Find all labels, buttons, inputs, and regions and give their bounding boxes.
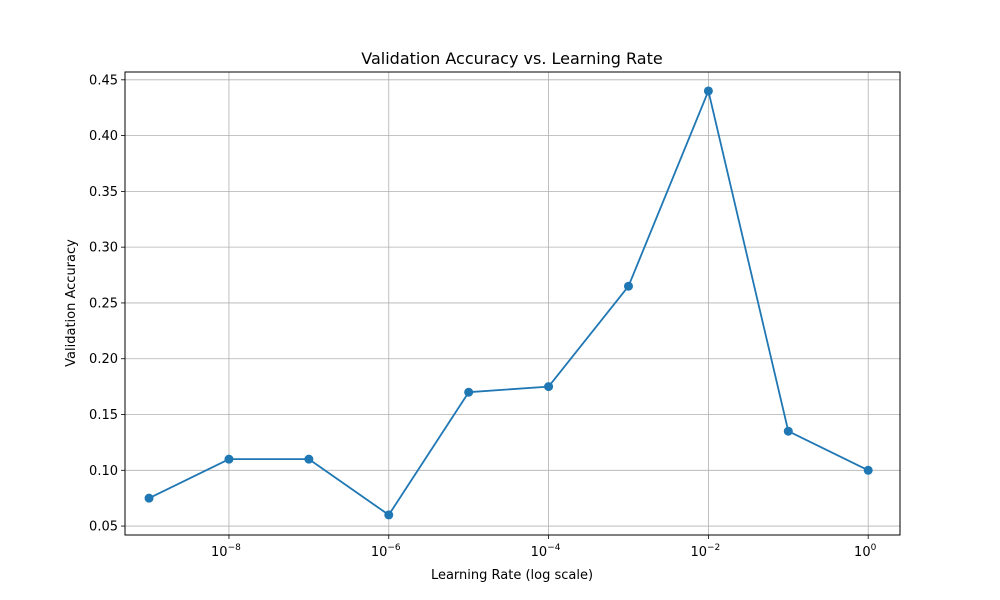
- y-axis-label: Validation Accuracy: [64, 239, 79, 367]
- y-tick-label: 0.40: [89, 129, 118, 144]
- data-point: [863, 465, 873, 475]
- data-point: [464, 387, 474, 397]
- data-point: [144, 493, 154, 503]
- chart-title: Validation Accuracy vs. Learning Rate: [361, 49, 662, 68]
- y-tick-label: 0.05: [89, 520, 118, 535]
- grid: [125, 72, 900, 535]
- x-tick-label: 10−8: [211, 543, 241, 560]
- series-line: [144, 86, 873, 520]
- data-point: [703, 86, 713, 96]
- x-tick-label: 10−6: [371, 543, 401, 560]
- y-tick-label: 0.15: [89, 408, 118, 423]
- y-axis-ticks: 0.05 0.10 0.15 0.20 0.25 0.30 0.35 0.40 0.45: [89, 73, 125, 535]
- data-point: [783, 426, 793, 436]
- y-tick-label: 0.30: [89, 241, 118, 256]
- series-polyline: [148, 90, 869, 516]
- y-tick-label: 0.25: [89, 296, 118, 311]
- y-tick-label: 0.45: [89, 73, 118, 88]
- y-tick-label: 0.20: [89, 352, 118, 367]
- data-point: [544, 382, 554, 392]
- plot-area-frame: [124, 71, 901, 536]
- x-axis-label: Learning Rate (log scale): [431, 568, 593, 583]
- data-point: [623, 281, 633, 291]
- data-point: [384, 510, 394, 520]
- x-tick-label: 10−2: [690, 543, 720, 560]
- x-tick-label: 10−4: [531, 543, 561, 560]
- data-point: [224, 454, 234, 464]
- y-tick-label: 0.35: [89, 185, 118, 200]
- y-tick-label: 0.10: [89, 464, 118, 479]
- x-tick-label: 100: [854, 543, 877, 560]
- x-axis-ticks: 10−8 10−6 10−4 10−2 100: [211, 535, 877, 560]
- data-point: [304, 454, 314, 464]
